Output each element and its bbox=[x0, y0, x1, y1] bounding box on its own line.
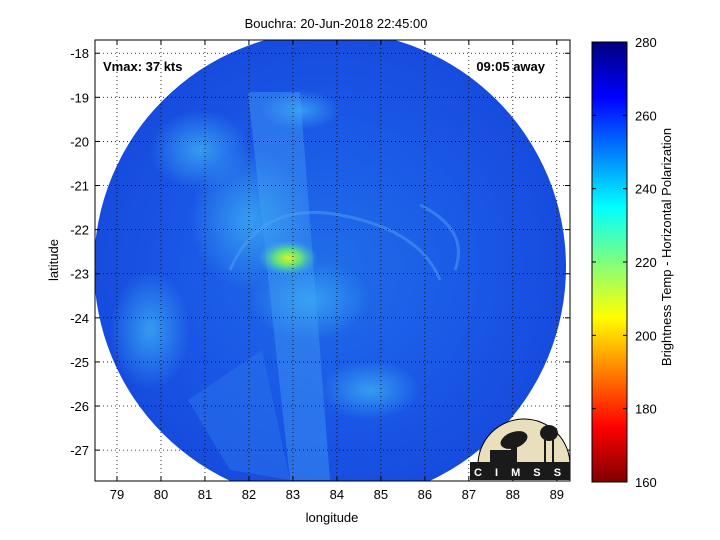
x-tick-label: 89 bbox=[550, 487, 564, 502]
convective-core bbox=[258, 240, 318, 276]
x-tick-label: 86 bbox=[418, 487, 432, 502]
x-tick-label: 80 bbox=[154, 487, 168, 502]
x-axis-label: longitude bbox=[306, 510, 359, 525]
colorbar-tick-label: 220 bbox=[635, 255, 657, 270]
vmax-annotation: Vmax: 37 kts bbox=[103, 59, 183, 74]
y-axis-label: latitude bbox=[46, 239, 61, 281]
logo-text: C I M S S bbox=[474, 467, 566, 479]
cyan-patch bbox=[110, 270, 190, 390]
y-tick-label: -19 bbox=[70, 90, 89, 105]
cimss-logo: C I M S S bbox=[470, 418, 571, 480]
logo-tower-leg bbox=[544, 440, 546, 462]
x-tick-label: 83 bbox=[286, 487, 300, 502]
y-tick-label: -27 bbox=[70, 443, 89, 458]
colorbar-tick-label: 200 bbox=[635, 328, 657, 343]
x-tick-label: 84 bbox=[330, 487, 344, 502]
colorbar-tick-label: 280 bbox=[635, 35, 657, 50]
colorbar: 160 180 200 220 240 260 280 Brightness Temp - … bbox=[591, 35, 674, 490]
colorbar-tick-label: 240 bbox=[635, 182, 657, 197]
x-tick-label: 82 bbox=[242, 487, 256, 502]
colorbar-ticks: 160 180 200 220 240 260 280 bbox=[592, 35, 657, 490]
logo-building bbox=[490, 450, 514, 462]
y-tick-label: -26 bbox=[70, 399, 89, 414]
y-tick-label: -21 bbox=[70, 179, 89, 194]
chart-title: Bouchra: 20-Jun-2018 22:45:00 bbox=[245, 16, 428, 31]
y-tick-label: -20 bbox=[70, 134, 89, 149]
cyan-patch bbox=[260, 90, 340, 130]
colorbar-tick-label: 160 bbox=[635, 475, 657, 490]
x-tick-label: 79 bbox=[110, 487, 124, 502]
cyan-patch bbox=[150, 110, 250, 190]
x-axis: 79 80 81 82 83 84 85 86 87 88 89 bbox=[110, 40, 564, 502]
swath-band-lower bbox=[188, 350, 290, 480]
grid bbox=[95, 40, 570, 481]
logo-tower-top bbox=[540, 425, 558, 441]
colorbar-tick-label: 180 bbox=[635, 402, 657, 417]
y-tick-label: -25 bbox=[70, 355, 89, 370]
colorbar-gradient bbox=[591, 41, 628, 483]
logo-tower-leg bbox=[552, 440, 554, 462]
y-axis: -18 -19 -20 -21 -22 -23 -24 -25 -26 -27 bbox=[70, 46, 570, 458]
time-away-annotation: 09:05 away bbox=[476, 59, 545, 74]
x-tick-label: 87 bbox=[462, 487, 476, 502]
logo-dish bbox=[500, 431, 528, 449]
swath-image bbox=[95, 40, 566, 481]
y-tick-label: -24 bbox=[70, 311, 89, 326]
cyan-patch bbox=[250, 260, 370, 340]
colorbar-tick-label: 260 bbox=[635, 108, 657, 123]
cyan-patch bbox=[320, 360, 420, 420]
colorbar-label: Brightness Temp - Horizontal Polarizatio… bbox=[659, 128, 674, 366]
y-tick-label: -18 bbox=[70, 46, 89, 61]
spiral-band bbox=[228, 210, 442, 281]
x-tick-label: 88 bbox=[506, 487, 520, 502]
logo-base bbox=[470, 462, 570, 480]
spiral-band bbox=[419, 203, 460, 271]
x-tick-label: 85 bbox=[374, 487, 388, 502]
y-tick-label: -22 bbox=[70, 223, 89, 238]
y-tick-label: -23 bbox=[70, 267, 89, 282]
axes-frame bbox=[94, 39, 571, 482]
x-tick-label: 81 bbox=[198, 487, 212, 502]
